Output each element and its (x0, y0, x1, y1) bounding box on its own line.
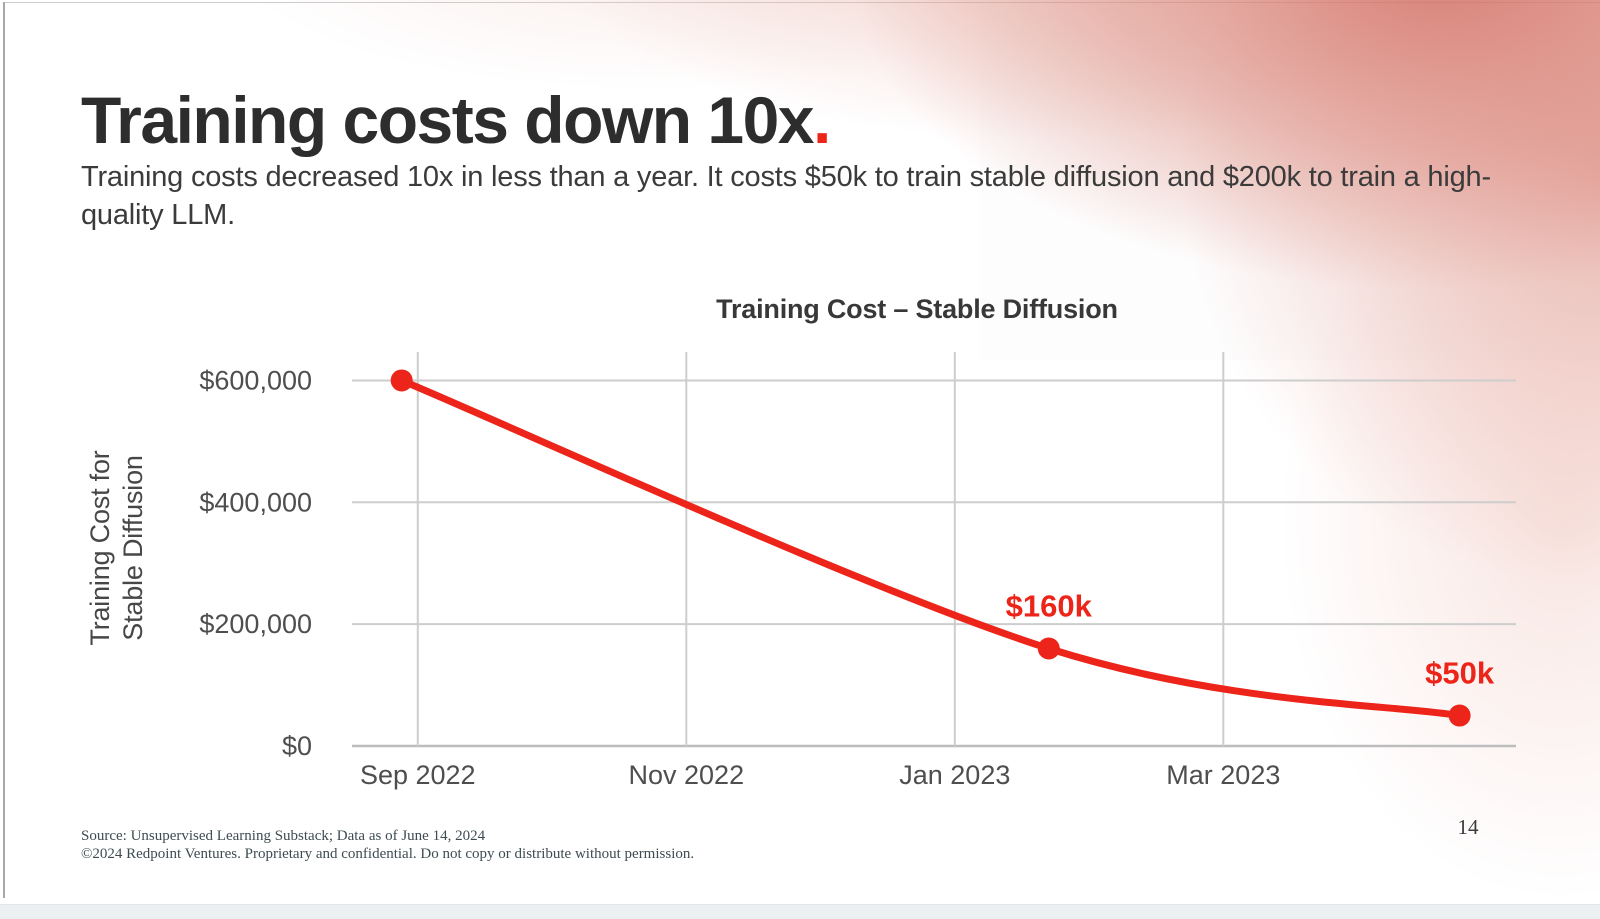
title-accent-period: . (813, 83, 831, 157)
slide-border-top (3, 2, 1600, 3)
y-tick-label: $600,000 (199, 365, 312, 395)
footer-source-line: Source: Unsupervised Learning Substack; … (81, 828, 486, 844)
x-tick-label: Jan 2023 (899, 760, 1010, 790)
data-point-label: $160k (1006, 589, 1093, 624)
data-point (1037, 637, 1060, 660)
data-point-label: $50k (1425, 656, 1495, 691)
x-tick-label: Nov 2022 (629, 760, 745, 790)
data-point (390, 369, 413, 392)
page-number: 14 (1457, 815, 1479, 839)
page-title: Training costs down 10x. (81, 83, 831, 157)
y-tick-label: $200,000 (199, 609, 312, 639)
footer: Source: Unsupervised Learning Substack; … (81, 827, 694, 863)
data-point (1448, 704, 1471, 727)
page-subtitle: Training costs decreased 10x in less tha… (81, 161, 1491, 231)
cost-line (398, 376, 1464, 720)
deck-gap-strip (0, 904, 1600, 919)
y-axis-title-line1: Training Cost for (85, 450, 115, 646)
x-tick-label: Mar 2023 (1166, 760, 1280, 790)
y-axis-title-line2: Stable Diffusion (118, 455, 148, 641)
y-tick-label: $400,000 (199, 487, 312, 517)
slide-border-left (3, 2, 5, 898)
footer-copyright-line: ©2024 Redpoint Ventures. Proprietary and… (81, 846, 695, 862)
y-axis-title: Training Cost for Stable Diffusion (84, 450, 150, 645)
page-title-text: Training costs down 10x (81, 83, 815, 157)
chart-title: Training Cost – Stable Diffusion (716, 294, 1118, 324)
chart-plot-area: $0 $200,000 $400,000 $600,000 Sep 2022 Nov 20… (199, 350, 1516, 790)
y-tick-label: $0 (282, 731, 312, 761)
training-cost-chart: $0 $200,000 $400,000 $600,000 Sep 2022 Nov 20… (199, 352, 1516, 790)
x-tick-label: Sep 2022 (360, 760, 476, 790)
